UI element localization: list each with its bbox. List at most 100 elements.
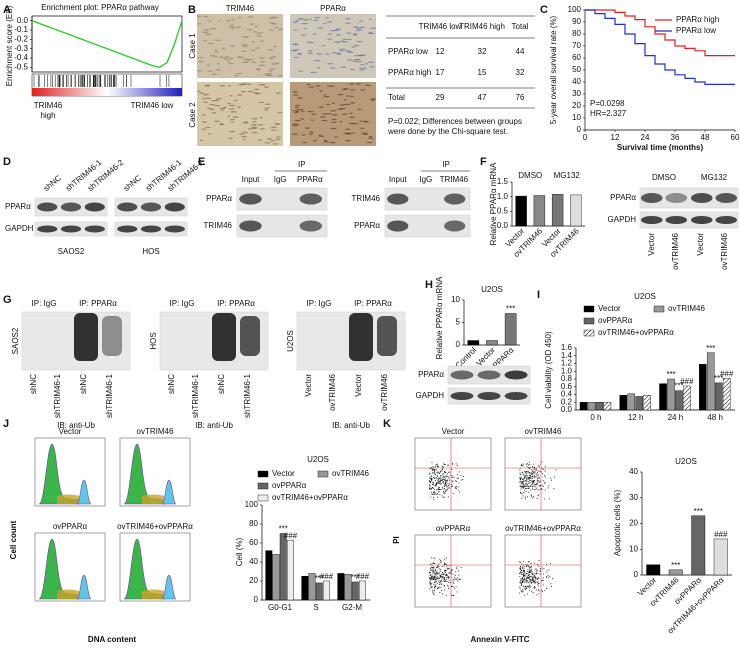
chart-title: U2OS	[307, 455, 329, 464]
event	[432, 570, 434, 572]
cell	[332, 114, 338, 116]
y-tick-label: 50	[572, 65, 581, 74]
label: ovTRIM46	[328, 373, 337, 410]
event	[529, 485, 531, 487]
y-tick-label: 1.4	[561, 351, 573, 360]
y-tick-label: 10	[451, 295, 460, 304]
legend-label: ovTRIM46	[668, 304, 705, 313]
event	[536, 570, 538, 571]
event	[529, 585, 531, 587]
event	[443, 578, 445, 579]
y-tick-label: 0.8	[561, 374, 573, 383]
cell	[334, 29, 340, 32]
event	[455, 486, 457, 487]
cell	[300, 18, 304, 20]
event	[533, 581, 535, 583]
survival-curve	[585, 9, 735, 85]
event	[444, 476, 446, 478]
label: HOS	[142, 247, 159, 256]
event	[535, 576, 537, 578]
event	[538, 481, 540, 483]
cell	[197, 90, 201, 93]
event	[522, 581, 524, 582]
cell	[323, 95, 330, 98]
event	[443, 491, 444, 492]
event	[449, 483, 451, 485]
cell	[330, 121, 337, 124]
event	[522, 560, 524, 562]
band	[37, 202, 58, 212]
cell	[309, 18, 313, 20]
cell	[302, 141, 307, 144]
event	[452, 462, 454, 464]
event	[526, 577, 528, 579]
cell	[223, 56, 230, 58]
event	[522, 492, 524, 494]
event	[531, 495, 533, 497]
legend-label: PPARα high	[676, 15, 719, 24]
event	[523, 579, 525, 581]
event	[444, 490, 446, 492]
event	[434, 579, 436, 581]
event	[444, 482, 446, 483]
event	[442, 481, 444, 483]
flow-scatter	[414, 534, 492, 608]
event	[443, 475, 445, 477]
event	[529, 571, 531, 572]
event	[520, 488, 522, 490]
event	[437, 479, 439, 481]
event	[436, 572, 438, 574]
event	[430, 566, 432, 568]
cell	[337, 93, 344, 96]
table-header: Total	[512, 22, 529, 31]
band	[387, 193, 409, 205]
event	[438, 563, 440, 565]
event	[531, 590, 532, 592]
event	[538, 560, 540, 562]
event	[520, 578, 522, 580]
event	[439, 479, 441, 481]
g2-peak	[161, 479, 177, 505]
event	[444, 479, 446, 481]
cell	[227, 60, 231, 62]
bar	[344, 574, 352, 601]
event	[432, 578, 434, 580]
event	[442, 578, 444, 580]
cell	[218, 56, 224, 58]
label: PI	[392, 536, 401, 544]
bar	[323, 580, 330, 601]
y-axis-label: Cell (%)	[235, 537, 244, 566]
event	[429, 578, 431, 580]
event	[447, 584, 449, 586]
event	[530, 475, 531, 477]
label: TRIM46	[440, 175, 469, 184]
event	[451, 569, 453, 571]
event	[535, 468, 537, 470]
event	[524, 476, 525, 478]
event	[435, 574, 437, 576]
band	[477, 392, 501, 400]
label: PPARα	[320, 4, 346, 13]
cell	[368, 18, 372, 21]
event	[440, 483, 442, 485]
event	[529, 576, 531, 578]
event	[434, 471, 436, 473]
event	[546, 587, 548, 589]
bar	[337, 573, 345, 601]
smear	[212, 313, 236, 361]
band	[477, 370, 501, 380]
cell	[242, 138, 246, 141]
event	[458, 489, 460, 491]
event	[431, 578, 433, 580]
event	[446, 489, 448, 491]
cell	[205, 33, 212, 36]
event	[448, 576, 450, 578]
event	[528, 464, 530, 466]
event	[526, 463, 527, 465]
event	[448, 572, 450, 574]
event	[456, 566, 458, 568]
cell	[250, 124, 258, 126]
event	[444, 471, 446, 472]
event	[435, 484, 437, 486]
cell	[355, 60, 363, 63]
